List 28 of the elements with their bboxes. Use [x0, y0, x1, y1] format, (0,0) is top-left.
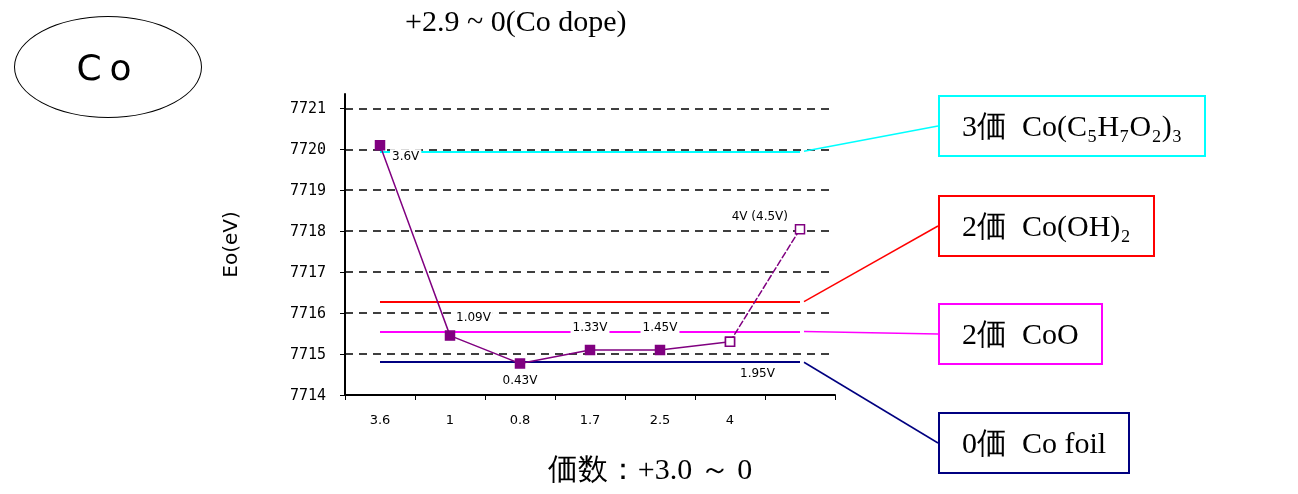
annotation: 1.33V [572, 319, 609, 334]
x-axis-title: 価数：+3.0 ～ 0 [547, 451, 753, 485]
y-tick-label: 7715 [290, 345, 327, 364]
y-tick-label: 7721 [290, 99, 327, 118]
annotation: 1.95V [740, 365, 776, 380]
annotation: 0.43V [502, 373, 539, 388]
chart-title: +2.9 ~ 0(Co dope) [405, 3, 627, 38]
annotation: 4V (4.5V) [731, 209, 788, 224]
y-tick-label: 7714 [290, 386, 327, 404]
x-tick-label: 2.5 [649, 412, 671, 427]
x-tick-label: 4 [725, 412, 735, 427]
annotation: 1.09V [456, 309, 492, 324]
ref-line-label: 0価 Co foil [938, 412, 1131, 474]
y-axis-title: Eo(eV) [218, 211, 242, 278]
y-tick-label: 7718 [290, 222, 327, 241]
y-tick-label: 7719 [290, 181, 327, 200]
ref-line-label: 2価 Co(OH)₂ [938, 195, 1155, 257]
y-tick-label: 7720 [290, 140, 327, 159]
annotation: 1.45V [642, 319, 679, 334]
legend-label: 3価 Co(C₅H₇O₂)₃ [938, 95, 1207, 157]
ref-line-label: 2価 CoO [938, 303, 1103, 365]
annotation: 3.6V [392, 149, 421, 164]
x-tick-label: 1.7 [579, 412, 601, 427]
x-tick-label: 3.6 [369, 412, 391, 427]
x-tick-label: 1 [445, 412, 455, 427]
y-tick-label: 7717 [290, 263, 327, 282]
x-tick-label: 0.8 [509, 412, 531, 427]
y-tick-label: 7716 [290, 304, 327, 323]
